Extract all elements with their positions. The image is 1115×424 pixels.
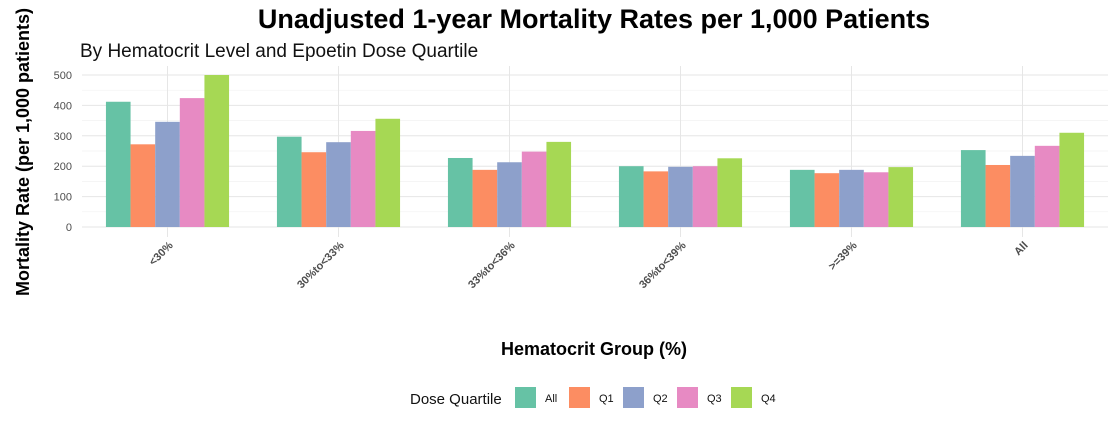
bar bbox=[814, 173, 840, 227]
bar bbox=[789, 169, 815, 227]
bar bbox=[375, 118, 401, 227]
y-tick-label: 200 bbox=[54, 161, 72, 173]
bar bbox=[130, 144, 156, 227]
legend-label: Q4 bbox=[761, 393, 776, 405]
legend-label: Q1 bbox=[599, 393, 614, 405]
x-tick-label: All bbox=[1012, 240, 1030, 258]
y-axis-title: Mortality Rate (per 1,000 patients) bbox=[13, 8, 33, 296]
bar bbox=[643, 171, 669, 227]
x-tick-label: >=39% bbox=[826, 239, 859, 272]
legend-swatch bbox=[731, 387, 752, 408]
bar bbox=[204, 75, 230, 227]
x-tick-label: <30% bbox=[147, 239, 176, 268]
y-axis-ticks: 0 100 200 300 400 500 bbox=[54, 70, 72, 234]
bar bbox=[1010, 155, 1035, 227]
bar bbox=[472, 169, 498, 227]
bar bbox=[839, 169, 864, 227]
bar bbox=[985, 164, 1011, 227]
bar bbox=[326, 142, 351, 227]
bar bbox=[447, 157, 473, 227]
bar bbox=[497, 162, 522, 227]
legend: Dose Quartile All Q1 Q2 Q3 Q4 bbox=[410, 387, 776, 408]
bar bbox=[863, 172, 889, 227]
legend-swatch bbox=[677, 387, 698, 408]
chart-title: Unadjusted 1-year Mortality Rates per 1,… bbox=[258, 4, 930, 34]
bar bbox=[618, 166, 644, 227]
y-tick-label: 500 bbox=[54, 70, 72, 82]
bar bbox=[350, 130, 376, 227]
y-tick-label: 400 bbox=[54, 100, 72, 112]
bar bbox=[1034, 145, 1060, 227]
legend-label: Q2 bbox=[653, 393, 668, 405]
bar bbox=[155, 121, 180, 227]
legend-swatch bbox=[515, 387, 536, 408]
legend-title: Dose Quartile bbox=[410, 391, 502, 408]
x-axis-title: Hematocrit Group (%) bbox=[501, 339, 687, 359]
legend-label: Q3 bbox=[707, 393, 722, 405]
bar bbox=[301, 152, 327, 227]
legend-swatch bbox=[569, 387, 590, 408]
x-tick-label: 33%to<36% bbox=[466, 239, 518, 291]
bar bbox=[1059, 132, 1085, 227]
chart-subtitle: By Hematocrit Level and Epoetin Dose Qua… bbox=[80, 41, 478, 62]
bar bbox=[888, 167, 914, 227]
legend-swatch bbox=[623, 387, 644, 408]
y-tick-label: 0 bbox=[66, 222, 72, 234]
bar bbox=[960, 150, 986, 227]
y-tick-label: 100 bbox=[54, 192, 72, 204]
y-tick-label: 300 bbox=[54, 131, 72, 143]
legend-label: All bbox=[545, 393, 557, 405]
grid bbox=[82, 66, 1108, 237]
bar bbox=[546, 141, 572, 227]
x-tick-label: 36%to<39% bbox=[637, 239, 689, 291]
bar bbox=[521, 151, 547, 227]
bar bbox=[105, 101, 131, 227]
bar bbox=[179, 98, 205, 227]
bar bbox=[668, 166, 693, 227]
bar bbox=[717, 158, 743, 227]
x-tick-label: 30%to<33% bbox=[295, 239, 347, 291]
x-axis-ticks: <30% 30%to<33% 33%to<36% 36%to<39% >=39% All bbox=[147, 239, 1031, 291]
bars bbox=[105, 75, 1085, 227]
bar bbox=[276, 136, 302, 227]
bar bbox=[692, 166, 718, 227]
